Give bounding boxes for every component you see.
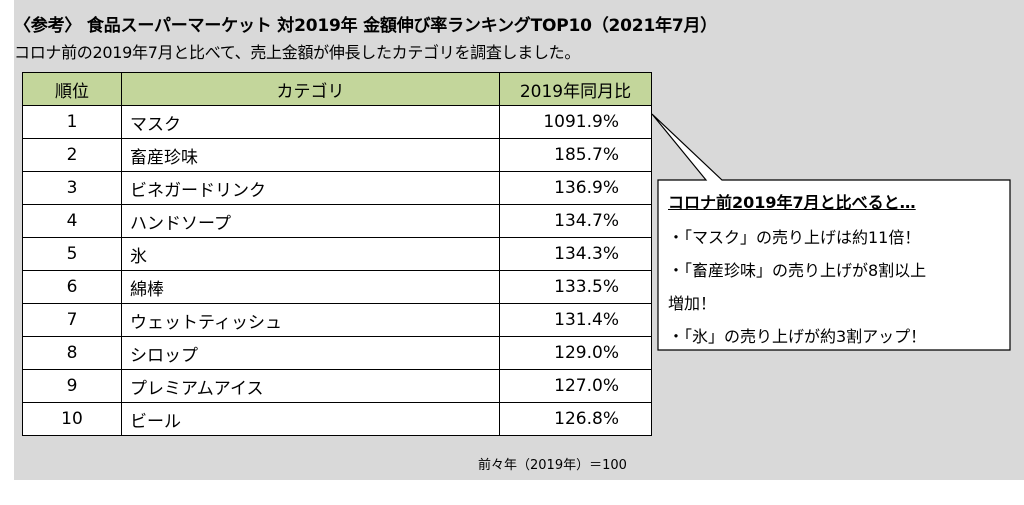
rank-cell: 7 bbox=[22, 303, 122, 337]
footnote: 前々年（2019年）＝100 bbox=[478, 458, 627, 473]
category-cell: ビール bbox=[121, 402, 500, 436]
ratio-cell: 136.9% bbox=[499, 171, 652, 205]
table-row: 1 マスク 1091.9% bbox=[22, 105, 652, 139]
rank-cell: 9 bbox=[22, 369, 122, 403]
header-rank: 順位 bbox=[22, 72, 122, 106]
header-category: カテゴリ bbox=[121, 72, 500, 106]
ratio-cell: 126.8% bbox=[499, 402, 652, 436]
ratio-cell: 133.5% bbox=[499, 270, 652, 304]
category-cell: マスク bbox=[121, 105, 500, 139]
rank-cell: 4 bbox=[22, 204, 122, 238]
ratio-cell: 134.3% bbox=[499, 237, 652, 271]
category-cell: ビネガードリンク bbox=[121, 171, 500, 205]
callout-heading: コロナ前2019年7月と比べると… bbox=[668, 193, 916, 212]
category-cell: 畜産珍味 bbox=[121, 138, 500, 172]
rank-cell: 1 bbox=[22, 105, 122, 139]
header-ratio: 2019年同月比 bbox=[499, 72, 652, 106]
callout-box: コロナ前2019年7月と比べると… ・「マスク」の売り上げは約11倍！ ・「畜産… bbox=[658, 180, 1010, 350]
ratio-cell: 185.7% bbox=[499, 138, 652, 172]
table-row: 8 シロップ 129.0% bbox=[22, 336, 652, 370]
table-row: 3 ビネガードリンク 136.9% bbox=[22, 171, 652, 205]
callout-shape bbox=[651, 113, 1011, 351]
callout-line: ・「氷」の売り上げが約3割アップ！ bbox=[668, 327, 927, 346]
table-row: 6 綿棒 133.5% bbox=[22, 270, 652, 304]
category-cell: 綿棒 bbox=[121, 270, 500, 304]
table-row: 5 氷 134.3% bbox=[22, 237, 652, 271]
table-header-row: 順位 カテゴリ 2019年同月比 bbox=[22, 72, 652, 106]
table-row: 10 ビール 126.8% bbox=[22, 402, 652, 436]
page-title: 〈参考〉 食品スーパーマーケット 対2019年 金額伸び率ランキングTOP10（… bbox=[14, 16, 718, 36]
callout-line: 増加！ bbox=[668, 294, 717, 313]
rank-cell: 5 bbox=[22, 237, 122, 271]
rank-cell: 6 bbox=[22, 270, 122, 304]
callout-line: ・「畜産珍味」の売り上げが8割以上 bbox=[668, 261, 927, 280]
rank-cell: 10 bbox=[22, 402, 122, 436]
table-row: 9 プレミアムアイス 127.0% bbox=[22, 369, 652, 403]
callout-line: ・「マスク」の売り上げは約11倍！ bbox=[668, 228, 921, 247]
ratio-cell: 127.0% bbox=[499, 369, 652, 403]
table-row: 2 畜産珍味 185.7% bbox=[22, 138, 652, 172]
page-subtitle: コロナ前の2019年7月と比べて、売上金額が伸長したカテゴリを調査しました。 bbox=[14, 43, 581, 62]
ranking-table: 順位 カテゴリ 2019年同月比 1 マスク 1091.9% 2 畜産珍味 185.7%… bbox=[22, 72, 652, 436]
